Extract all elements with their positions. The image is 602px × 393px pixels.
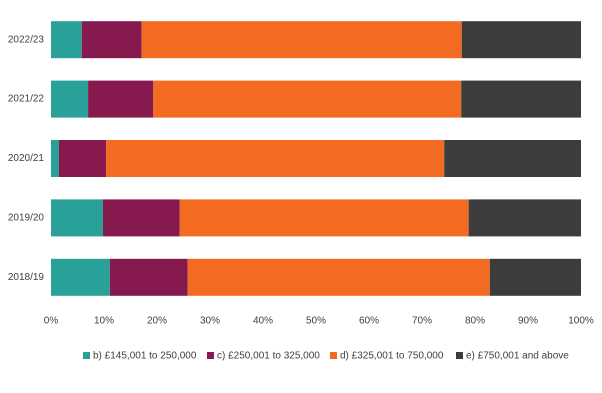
bar-segment xyxy=(187,258,490,296)
x-tick-label: 70% xyxy=(412,316,432,327)
legend-swatch xyxy=(456,352,463,359)
bar-segment xyxy=(489,258,581,296)
bar-segment xyxy=(153,80,462,118)
bar-segment xyxy=(88,80,154,118)
y-tick-label: 2022/23 xyxy=(8,34,45,45)
y-tick-label: 2018/19 xyxy=(8,272,45,283)
legend-swatch xyxy=(207,352,214,359)
bar-segment xyxy=(58,140,107,177)
bar-segment xyxy=(102,199,180,237)
x-tick-label: 100% xyxy=(568,316,594,327)
legend-label: b) £145,001 to 250,000 xyxy=(93,351,197,362)
bar-segment xyxy=(461,21,581,59)
x-tick-label: 60% xyxy=(359,316,379,327)
bar-segment xyxy=(51,80,89,118)
x-tick-label: 40% xyxy=(253,316,273,327)
bar-segment xyxy=(51,140,59,177)
bar-segment xyxy=(444,140,581,177)
x-tick-label: 30% xyxy=(200,316,220,327)
y-tick-label: 2019/20 xyxy=(8,213,45,224)
x-tick-label: 10% xyxy=(94,316,114,327)
x-tick-label: 50% xyxy=(306,316,326,327)
bar-segment xyxy=(106,140,445,177)
x-tick-label: 90% xyxy=(518,316,538,327)
bar-segment xyxy=(51,21,82,59)
legend-swatch xyxy=(330,352,337,359)
legend-label: e) £750,001 and above xyxy=(466,351,569,362)
x-tick-label: 20% xyxy=(147,316,167,327)
bar-segment xyxy=(179,199,469,237)
bar-segment xyxy=(461,80,581,118)
legend-label: c) £250,001 to 325,000 xyxy=(217,351,320,362)
x-tick-label: 80% xyxy=(465,316,485,327)
legend-label: d) £325,001 to 750,000 xyxy=(340,351,444,362)
bar-segment xyxy=(51,258,110,296)
bar-segment xyxy=(109,258,188,296)
bar-segment xyxy=(141,21,462,59)
bar-segment xyxy=(51,199,103,237)
bar-segment xyxy=(468,199,581,237)
bar-segment xyxy=(81,21,142,59)
x-tick-label: 0% xyxy=(44,316,59,327)
legend-swatch xyxy=(83,352,90,359)
y-tick-label: 2020/21 xyxy=(8,153,45,164)
y-tick-label: 2021/22 xyxy=(8,94,45,105)
